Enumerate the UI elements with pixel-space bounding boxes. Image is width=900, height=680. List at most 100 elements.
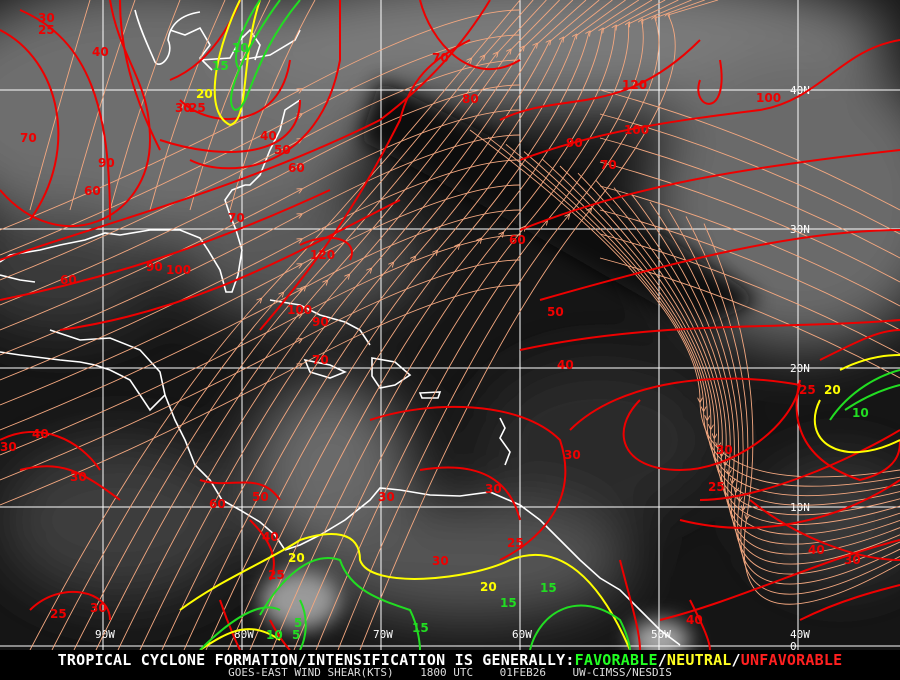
contour-label-unfavorable: 30 <box>90 601 107 615</box>
contour-label-unfavorable: 60 <box>60 273 77 287</box>
streamline <box>685 216 900 595</box>
contour-label-unfavorable: 50 <box>547 305 564 319</box>
unfavorable-contour <box>179 59 291 120</box>
latitude-label: 10N <box>790 501 810 514</box>
latitude-label: 30N <box>790 223 810 236</box>
streamline <box>523 151 900 506</box>
streamline <box>0 59 521 281</box>
streamline <box>0 109 521 331</box>
contour-label-unfavorable: 70 <box>20 131 37 145</box>
contour-label-unfavorable: 40 <box>808 543 825 557</box>
streamline <box>0 9 521 231</box>
contour-label-unfavorable: 25 <box>50 607 67 621</box>
contour-label-unfavorable: 30 <box>716 443 733 457</box>
favorable-contour <box>230 0 301 112</box>
contour-label-favorable: 10 <box>266 628 283 642</box>
product-date: 01FEB26 <box>499 666 547 679</box>
contour-label-neutral: 20 <box>196 87 213 101</box>
neutral-contour <box>813 399 900 454</box>
unfavorable-contour <box>419 466 521 521</box>
unfavorable-contour <box>0 431 101 471</box>
contour-label-unfavorable: 30 <box>844 553 861 567</box>
contour-label-unfavorable: 40 <box>32 427 49 441</box>
unfavorable-contour <box>619 559 641 650</box>
streamline <box>599 209 900 331</box>
unfavorable-contour <box>569 377 802 472</box>
streamline <box>649 201 900 575</box>
unfavorable-contour <box>269 619 291 650</box>
unfavorable-contour <box>159 99 301 153</box>
contour-label-unfavorable: 25 <box>799 383 816 397</box>
unfavorable-contour <box>795 379 900 482</box>
longitude-label: 70W <box>373 628 393 641</box>
unfavorable-contour <box>689 599 711 650</box>
contour-label-favorable: 15 <box>412 621 429 635</box>
contour-label-favorable: 15 <box>500 596 517 610</box>
unfavorable-contour <box>259 39 471 331</box>
contour-label-neutral: 20 <box>288 551 305 565</box>
unfavorable-contour <box>59 199 401 331</box>
streamline <box>595 180 900 545</box>
contour-label-unfavorable: 25 <box>507 536 524 550</box>
longitude-label: 50W <box>651 628 671 641</box>
headline-prefix: TROPICAL CYCLONE FORMATION/INTENSIFICATI… <box>57 651 575 669</box>
unfavorable-contour <box>749 499 900 561</box>
unfavorable-contour <box>0 29 60 221</box>
contour-label-unfavorable: 70 <box>600 158 617 172</box>
contour-label-favorable: 5 <box>294 616 302 630</box>
contour-label-favorable: 15 <box>212 59 229 73</box>
contour-label-unfavorable: 120 <box>310 248 335 262</box>
neutral-contour <box>213 0 261 127</box>
unfavorable-contour <box>699 429 900 501</box>
streamline <box>599 161 900 283</box>
favorable-contour <box>259 557 421 650</box>
unfavorable-contour <box>819 329 900 361</box>
neutral-contour <box>199 628 281 650</box>
longitude-label: 40W <box>790 628 810 641</box>
contour-label-unfavorable: 30 <box>38 11 55 25</box>
streamline <box>613 187 900 555</box>
contour-label-unfavorable: 30 <box>564 448 581 462</box>
streamline <box>0 284 521 506</box>
unfavorable-contour <box>0 189 331 301</box>
contour-label-unfavorable: 60 <box>84 184 101 198</box>
favorable-contour <box>235 0 261 71</box>
unfavorable-contour <box>189 0 341 170</box>
streamline <box>599 185 900 307</box>
contour-label-unfavorable: 50 <box>274 143 291 157</box>
contour-label-favorable: 15 <box>540 581 557 595</box>
favorable-contour <box>844 384 900 411</box>
legend-footer: TROPICAL CYCLONE FORMATION/INTENSIFICATI… <box>0 650 900 680</box>
unfavorable-contour <box>519 149 900 231</box>
wind-streamlines <box>0 0 900 650</box>
neutral-contour <box>179 533 631 650</box>
shear-contours <box>0 0 900 650</box>
latitude-label: 0 <box>790 640 797 650</box>
product-source: GOES-EAST WIND SHEAR(KTS) <box>228 666 394 679</box>
unfavorable-contour <box>0 0 491 261</box>
unfavorable-contour <box>419 0 521 71</box>
contour-label-unfavorable: 30 <box>485 482 502 496</box>
streamline <box>667 208 900 585</box>
contour-label-unfavorable: 30 <box>175 101 192 115</box>
unfavorable-contour <box>119 0 161 151</box>
streamline <box>0 159 521 381</box>
streamline <box>469 129 900 478</box>
contour-label-neutral: 20 <box>824 383 841 397</box>
unfavorable-contour <box>519 39 900 161</box>
headline: TROPICAL CYCLONE FORMATION/INTENSIFICATI… <box>0 651 900 669</box>
coastlines <box>0 9 681 646</box>
streamline <box>599 89 900 211</box>
streamline <box>189 0 271 211</box>
contour-label-unfavorable: 60 <box>288 161 305 175</box>
streamline <box>559 165 900 525</box>
separator: / <box>731 651 741 669</box>
contour-label-unfavorable: 90 <box>146 260 163 274</box>
streamline <box>599 233 900 355</box>
contour-label-unfavorable: 60 <box>509 233 526 247</box>
contour-label-unfavorable: 70 <box>432 51 449 65</box>
streamline <box>505 144 900 497</box>
contour-label-unfavorable: 30 <box>0 440 17 454</box>
